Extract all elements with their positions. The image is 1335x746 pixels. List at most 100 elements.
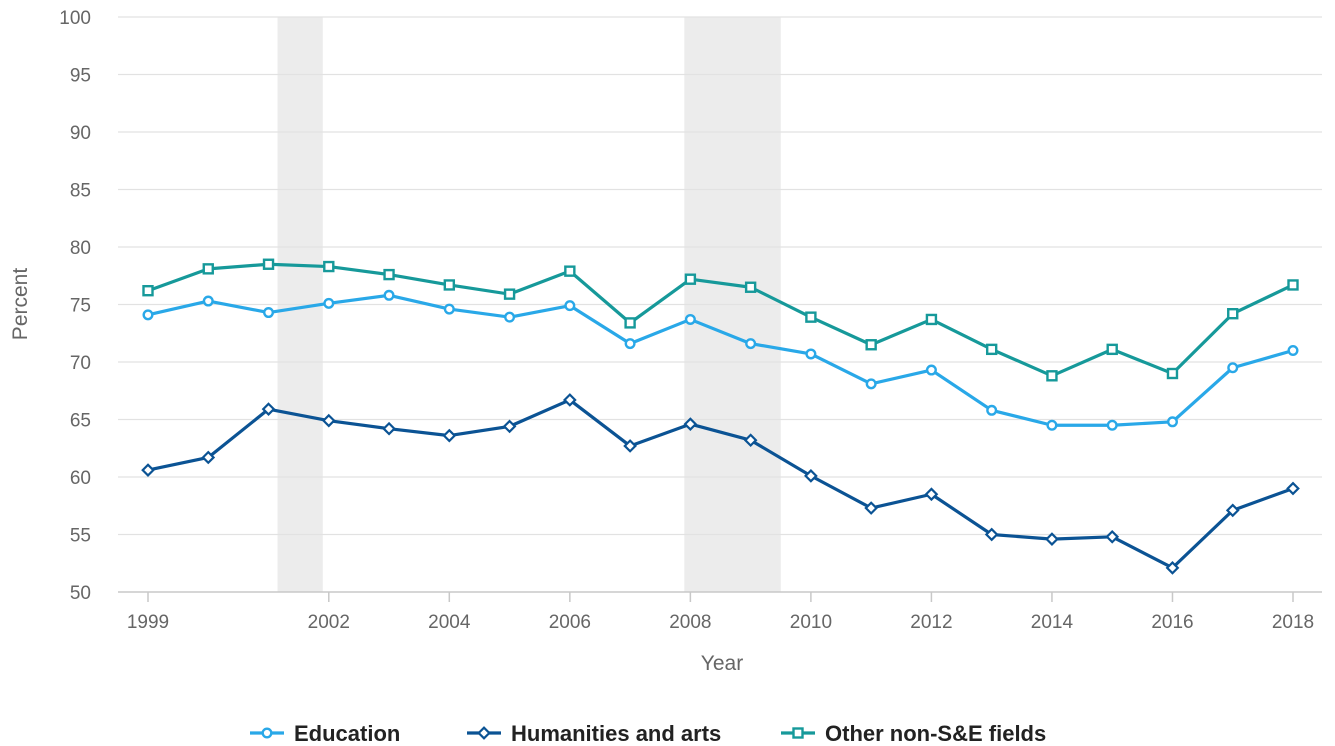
data-point [745, 338, 757, 350]
data-point [865, 378, 877, 390]
x-axis-title: Year [701, 652, 743, 675]
legend-item-2[interactable]: Other non-S&E fields [781, 721, 1046, 746]
y-tick-label: 75 [70, 296, 91, 317]
data-point [1287, 345, 1299, 357]
x-tick-label: 2018 [1272, 612, 1314, 633]
data-point [382, 421, 396, 436]
data-point [202, 295, 214, 307]
data-point [744, 281, 757, 293]
data-point [925, 364, 937, 376]
data-point [865, 339, 877, 351]
data-point [504, 311, 516, 323]
y-axis-ticks: 50 55 60 65 70 75 80 85 90 95 100 [59, 8, 91, 604]
data-point [1106, 343, 1118, 356]
x-tick-label: 2008 [669, 612, 711, 633]
y-tick-label: 100 [59, 8, 91, 29]
data-point [443, 303, 455, 315]
data-point [1286, 481, 1300, 496]
x-tick-label: 2004 [428, 612, 471, 633]
y-tick-label: 95 [70, 66, 91, 87]
data-point [564, 300, 576, 312]
x-tick-label: 1999 [127, 612, 169, 633]
legend: Education Humanities and arts Other non-S&… [250, 721, 1046, 746]
y-tick-label: 80 [70, 238, 91, 259]
data-point [321, 413, 336, 428]
series-2 [142, 258, 1299, 382]
data-point [684, 313, 696, 325]
data-point [804, 468, 818, 483]
x-tick-label: 2006 [549, 612, 591, 633]
data-point [142, 309, 154, 321]
data-point [564, 265, 576, 277]
data-point [263, 307, 275, 319]
legend-marker [477, 726, 491, 740]
data-point [262, 258, 275, 270]
legend-marker [792, 727, 804, 739]
y-tick-label: 70 [70, 353, 91, 374]
data-point [442, 428, 457, 443]
data-point [743, 433, 758, 448]
data-point [1046, 370, 1058, 382]
series-line [146, 293, 1295, 427]
data-point [201, 450, 216, 465]
series-line [146, 398, 1295, 570]
series-lines [141, 258, 1300, 575]
y-tick-label: 90 [70, 123, 91, 144]
y-tick-label: 65 [70, 411, 91, 432]
data-point [623, 439, 637, 453]
data-point [1227, 308, 1239, 320]
data-point [1166, 367, 1179, 380]
data-point [805, 311, 817, 323]
data-point [1105, 529, 1120, 544]
y-tick-label: 55 [70, 526, 91, 547]
data-point [1287, 279, 1299, 291]
data-point [323, 260, 335, 273]
data-point [986, 404, 998, 416]
data-point [443, 279, 456, 291]
x-tick-label: 2010 [790, 612, 832, 633]
data-point [1166, 416, 1178, 428]
data-point [1227, 362, 1239, 374]
data-point [985, 343, 998, 356]
data-point [924, 487, 939, 502]
data-point [502, 419, 517, 434]
y-axis-title: Percent [9, 268, 32, 341]
data-point [202, 263, 214, 275]
x-tick-label: 2012 [910, 612, 952, 633]
data-point [925, 313, 938, 326]
data-point [141, 463, 155, 477]
data-point [383, 268, 395, 281]
data-point [683, 417, 698, 431]
data-point [383, 289, 395, 301]
y-tick-label: 60 [70, 468, 91, 489]
data-point [984, 527, 999, 542]
data-point [562, 393, 577, 407]
data-point [624, 317, 636, 329]
legend-label: Other non-S&E fields [825, 721, 1046, 746]
data-point [805, 348, 817, 360]
y-tick-label: 85 [70, 181, 91, 202]
x-tick-label: 2014 [1031, 612, 1074, 633]
x-tick-label: 2002 [308, 612, 350, 633]
legend-label: Humanities and arts [511, 721, 721, 746]
data-point [684, 273, 697, 285]
data-point [1046, 419, 1058, 431]
legend-item-0[interactable]: Education [250, 721, 400, 746]
series-0 [142, 289, 1299, 431]
series-1 [141, 393, 1300, 575]
legend-marker [261, 727, 273, 739]
data-point [1106, 419, 1118, 431]
data-point [503, 288, 516, 300]
data-point [323, 297, 335, 309]
x-axis-ticks: 1999 2002 2004 2006 2008 2010 2012 2014 2016 2018 [127, 592, 1314, 633]
data-point [1225, 503, 1240, 518]
data-point [1165, 560, 1180, 575]
legend-label: Education [294, 721, 400, 746]
data-point [142, 285, 154, 297]
legend-item-1[interactable]: Humanities and arts [467, 721, 721, 746]
data-point [624, 338, 636, 350]
data-point [1045, 532, 1059, 546]
series-line [146, 262, 1295, 378]
data-point [261, 402, 276, 417]
